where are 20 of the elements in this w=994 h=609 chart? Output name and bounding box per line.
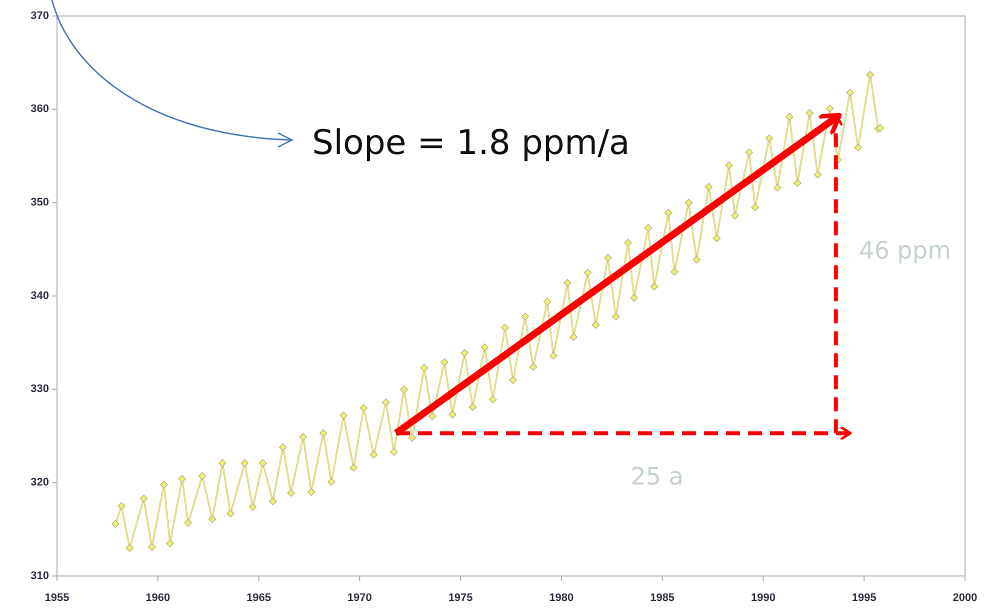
y-tick-label: 320 xyxy=(30,476,49,489)
x-tick-label: 1985 xyxy=(650,592,675,604)
y-tick-label: 310 xyxy=(30,570,49,582)
annotation: 46 ppm xyxy=(858,236,952,265)
y-tick-label: 340 xyxy=(30,290,49,302)
y-tick-label: 330 xyxy=(30,383,49,396)
x-tick-label: 1995 xyxy=(852,592,876,604)
x-tick-label: 1960 xyxy=(146,592,170,604)
x-tick-label: 1975 xyxy=(448,592,473,604)
x-tick-label: 1990 xyxy=(750,592,776,604)
x-tick-label: 1955 xyxy=(44,592,70,604)
annotation: Slope = 1.8 ppm/a xyxy=(312,123,630,163)
y-tick-label: 370 xyxy=(30,10,49,22)
x-tick-label: 1980 xyxy=(549,592,574,604)
y-tick-label: 350 xyxy=(30,196,49,209)
annotation: 25 a xyxy=(630,462,684,491)
x-tick-label: 2000 xyxy=(952,592,978,604)
y-tick-label: 360 xyxy=(30,103,49,116)
x-tick-label: 1970 xyxy=(347,592,372,604)
x-tick-label: 1965 xyxy=(246,592,272,604)
